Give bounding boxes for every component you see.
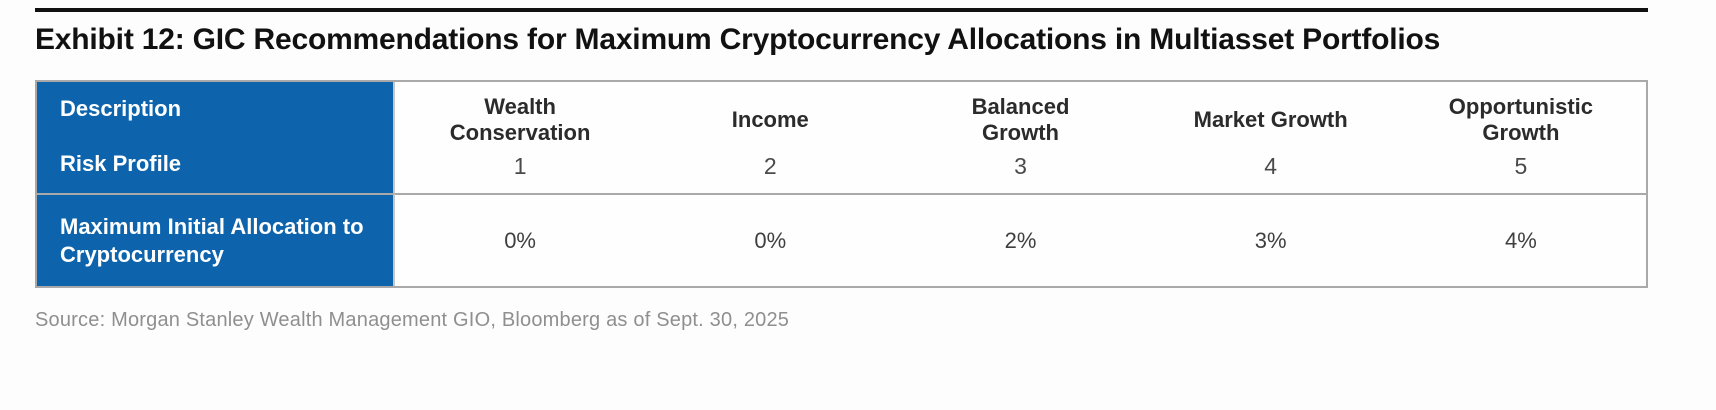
- allocation-value-opportunistic-growth: 4%: [1395, 193, 1646, 286]
- exhibit-section: Exhibit 12: GIC Recommendations for Maxi…: [35, 8, 1648, 331]
- column-header-balanced-growth: Balanced Growth 3: [895, 82, 1146, 193]
- title-rule: [35, 8, 1648, 12]
- row-label-text: Maximum Initial Allocation to Cryptocurr…: [60, 214, 364, 267]
- column-header-wealth-conservation: Wealth Conservation 1: [395, 82, 646, 193]
- risk-profile-number: 5: [1514, 153, 1528, 179]
- exhibit-title: Exhibit 12: GIC Recommendations for Maxi…: [35, 23, 1441, 56]
- column-header-income: Income 2: [645, 82, 896, 193]
- column-name: Market Growth: [1193, 107, 1348, 133]
- allocation-value: 3%: [1254, 227, 1287, 253]
- table-corner-cell: Description Risk Profile: [37, 82, 395, 193]
- allocation-value: 0%: [754, 227, 787, 253]
- risk-profile-number: 4: [1264, 153, 1278, 179]
- corner-label-risk-profile: Risk Profile: [60, 151, 182, 176]
- row-label-max-allocation: Maximum Initial Allocation to Cryptocurr…: [37, 193, 395, 286]
- column-name: Opportunistic Growth: [1448, 94, 1593, 145]
- allocation-table: Description Risk Profile Wealth Conserva…: [35, 80, 1648, 288]
- allocation-value-wealth-conservation: 0%: [395, 193, 646, 286]
- corner-label-description: Description: [60, 96, 182, 121]
- risk-profile-number: 3: [1014, 153, 1027, 179]
- column-name: Income: [731, 107, 809, 133]
- allocation-value-market-growth: 3%: [1145, 193, 1396, 286]
- source-note: Source: Morgan Stanley Wealth Management…: [35, 309, 790, 331]
- column-name: Wealth Conservation: [449, 94, 591, 145]
- column-name: Balanced Growth: [971, 94, 1070, 145]
- allocation-value-income: 0%: [645, 193, 896, 286]
- column-header-market-growth: Market Growth 4: [1145, 82, 1396, 193]
- allocation-value: 0%: [504, 227, 536, 253]
- column-header-opportunistic-growth: Opportunistic Growth 5: [1395, 82, 1646, 193]
- risk-profile-number: 2: [763, 153, 777, 179]
- risk-profile-number: 1: [513, 153, 527, 179]
- allocation-value: 4%: [1504, 227, 1537, 253]
- allocation-value: 2%: [1004, 227, 1037, 253]
- allocation-value-balanced-growth: 2%: [895, 193, 1146, 286]
